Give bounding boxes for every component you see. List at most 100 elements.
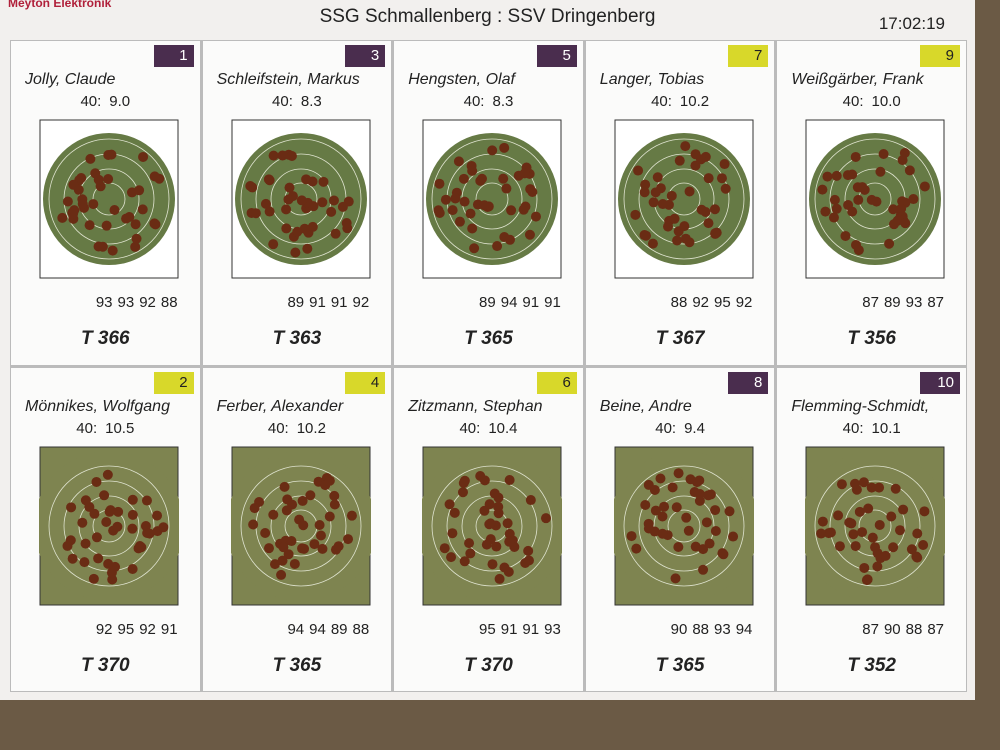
shot-value: 10.5 (105, 419, 135, 437)
series-scores: 95 91 91 93 (479, 621, 561, 638)
lane-badge: 1 (153, 45, 194, 67)
shot-hole (897, 196, 908, 207)
shot-hole (77, 198, 88, 209)
shot-hole (297, 495, 308, 506)
shot-hole (652, 172, 663, 183)
shot-hole (673, 467, 684, 478)
shooter-card: 6 Zitzmann, Stephan 40: 10.4 95 91 91 93 T 370 (394, 367, 583, 691)
shot-hole (149, 171, 160, 182)
series-scores: 87 89 93 87 (862, 294, 944, 311)
series-score: 91 (160, 620, 178, 638)
shooter-name: Schleifstein, Markus (216, 71, 360, 88)
lane-badge: 7 (728, 45, 769, 67)
shot-count: 40: (267, 419, 289, 437)
shot-hole (267, 509, 278, 520)
shot-hole (289, 247, 300, 258)
shot-hole (905, 165, 916, 176)
match-title: SSG Schmallenberg : SSV Dringenberg (319, 6, 656, 27)
series-scores: 89 91 91 92 (287, 294, 369, 311)
shot-hole (346, 510, 357, 521)
shot-hole (851, 151, 862, 162)
shot-hole (657, 199, 668, 210)
shot-hole (853, 194, 864, 205)
shot-hole (73, 184, 84, 195)
shot-hole (859, 562, 870, 573)
shot-hole (127, 509, 138, 520)
last-shot: 40: 10.4 (394, 420, 583, 437)
total-score: T 370 (81, 654, 130, 676)
shot-hole (872, 560, 883, 571)
shot-hole (835, 540, 846, 551)
target (39, 119, 179, 279)
shooter-name: Langer, Tobias (599, 71, 705, 88)
shot-hole (467, 165, 478, 176)
shot-hole (441, 194, 452, 205)
series-score: 91 (522, 294, 540, 311)
series-score: 87 (927, 294, 944, 311)
shot-hole (499, 142, 510, 153)
series-score: 88 (692, 620, 710, 638)
shot-hole (891, 483, 902, 494)
target-ring (638, 480, 730, 571)
series-score: 94 (309, 620, 326, 638)
shot-hole (280, 223, 291, 234)
shot-hole (848, 528, 859, 539)
shot-hole (103, 558, 114, 569)
shot-hole (703, 218, 714, 229)
shot-hole (649, 484, 660, 495)
shot-count: 40: (463, 93, 485, 110)
series-score: 92 (692, 294, 710, 311)
shot-hole (830, 194, 841, 205)
shot-hole (484, 498, 495, 509)
series-score: 93 (905, 294, 923, 311)
shot-hole (284, 182, 295, 193)
target-ring (240, 465, 361, 586)
shot-hole (76, 172, 87, 183)
target-black (43, 133, 175, 265)
series-score: 91 (522, 620, 540, 638)
total-score: T 366 (81, 328, 130, 349)
shot-value: 10.1 (871, 419, 901, 437)
shot-hole (450, 193, 461, 204)
shot-hole (134, 185, 145, 196)
shot-hole (657, 510, 668, 521)
shot-hole (655, 183, 666, 194)
shot-hole (283, 194, 294, 205)
shot-hole (640, 230, 651, 241)
shot-hole (88, 573, 99, 584)
shot-hole (697, 543, 708, 554)
shot-hole (127, 523, 138, 534)
series-scores: 94 94 89 88 (287, 621, 369, 638)
shot-hole (832, 170, 843, 181)
series-score: 93 (117, 294, 135, 311)
target-ring (48, 138, 170, 260)
shot-hole (291, 226, 302, 237)
shot-hole (325, 206, 336, 217)
shot-hole (79, 556, 90, 567)
shot-hole (632, 165, 643, 176)
shot-hole (829, 212, 840, 223)
shot-hole (908, 194, 919, 205)
shooter-card: 7 Langer, Tobias 40: 10.2 88 92 95 92 T 367 (585, 41, 775, 365)
shot-hole (275, 569, 286, 580)
shot-hole (464, 537, 475, 548)
series-score: 88 (905, 620, 923, 638)
shot-hole (444, 498, 455, 509)
series-score: 87 (927, 620, 944, 638)
shot-hole (648, 197, 659, 208)
shot-hole (870, 541, 881, 552)
shot-hole (477, 173, 488, 184)
shot-hole (260, 198, 271, 209)
shot-count: 40: (272, 93, 293, 110)
shot-hole (884, 238, 895, 249)
shot-hole (62, 540, 73, 551)
shot-hole (683, 525, 694, 536)
shot-hole (281, 504, 292, 515)
lane-badge: 10 (920, 371, 960, 394)
target-ring (814, 138, 936, 260)
shot-hole (455, 216, 466, 227)
shot-hole (523, 545, 534, 556)
shot-hole (718, 548, 729, 559)
series-scores: 88 92 95 92 (671, 294, 753, 311)
